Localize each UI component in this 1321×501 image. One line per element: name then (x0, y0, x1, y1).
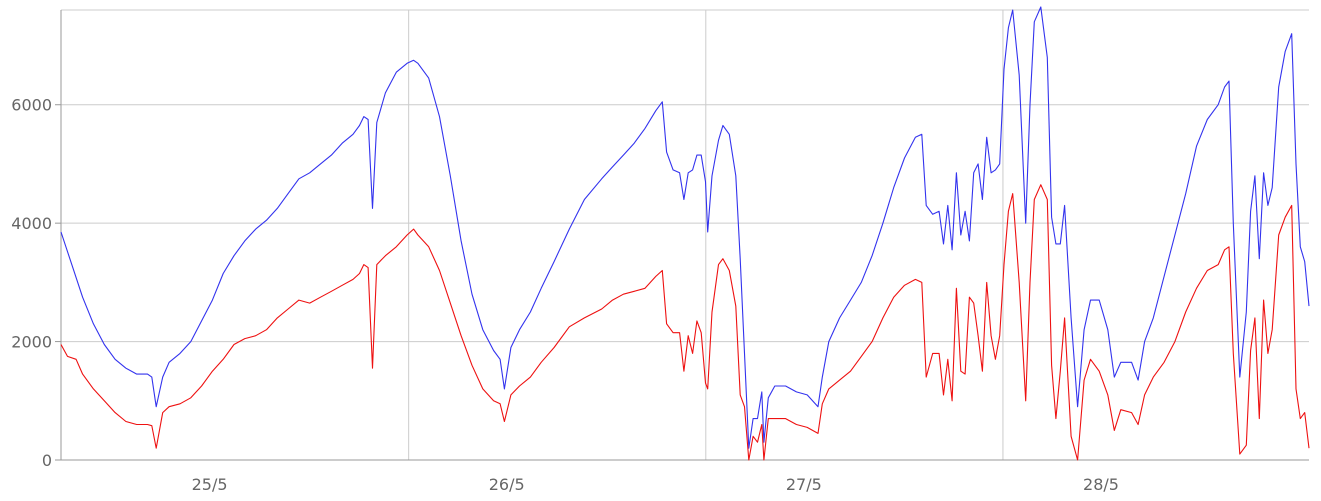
x-tick-label: 28/5 (1083, 475, 1119, 494)
series-line-1 (60, 6, 1310, 449)
series-line-2 (60, 184, 1310, 461)
x-tick-label: 26/5 (489, 475, 525, 494)
x-tick-label: 27/5 (786, 475, 822, 494)
y-tick-label: 2000 (11, 333, 52, 352)
axes (55, 10, 1309, 461)
series-lines (60, 6, 1310, 461)
y-tick-label: 0 (42, 451, 52, 470)
x-tick-label: 25/5 (192, 475, 228, 494)
y-tick-label: 4000 (11, 214, 52, 233)
gridlines (61, 9, 1309, 460)
y-tick-label: 6000 (11, 96, 52, 115)
tick-labels: 0 2000 4000 6000 25/5 26/5 27/5 28/5 (11, 96, 1119, 494)
